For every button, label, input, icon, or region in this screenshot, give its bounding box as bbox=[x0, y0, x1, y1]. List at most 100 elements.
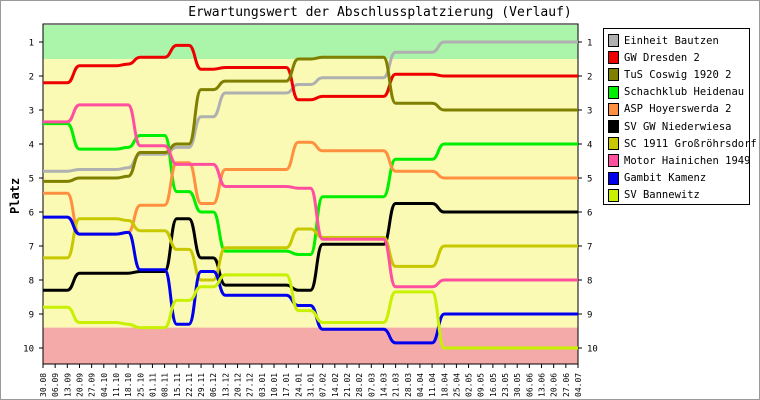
y-tick-label-right: 6 bbox=[587, 209, 592, 219]
x-tick-label: 13.06 bbox=[538, 373, 547, 397]
x-tick-label: 15.11 bbox=[173, 373, 182, 397]
x-tick-label: 13.09 bbox=[63, 373, 72, 397]
y-tick-label-right: 8 bbox=[587, 277, 592, 287]
legend-item: SC 1911 Großröhrsdorf bbox=[608, 135, 757, 152]
legend-item: TuS Coswig 1920 2 bbox=[608, 66, 749, 83]
x-tick-label: 25.10 bbox=[136, 373, 145, 397]
x-tick-label: 28.02 bbox=[355, 373, 364, 397]
x-tick-label: 30.08 bbox=[39, 373, 48, 397]
legend-swatch bbox=[608, 120, 619, 134]
x-tick-label: 03.01 bbox=[258, 373, 267, 397]
x-tick-label: 10.01 bbox=[270, 373, 279, 397]
legend-item: Einheit Bautzen bbox=[608, 32, 749, 49]
y-tick-label: 5 bbox=[29, 175, 34, 185]
x-tick-label: 18.10 bbox=[124, 373, 133, 397]
series-line-2 bbox=[42, 55, 578, 183]
x-tick-label: 24.01 bbox=[294, 373, 303, 397]
y-tick-label-right: 4 bbox=[587, 141, 592, 151]
x-tick-label: 06.12 bbox=[209, 373, 218, 397]
legend-label: Einheit Bautzen bbox=[624, 34, 719, 47]
x-tick-label: 08.11 bbox=[161, 373, 170, 397]
chart-title: Erwartungswert der Abschlussplatzierung … bbox=[188, 5, 572, 20]
x-tick-label: 28.03 bbox=[404, 373, 413, 397]
x-tick-label: 06.09 bbox=[51, 373, 60, 397]
series-line-4 bbox=[43, 140, 578, 236]
legend: Einheit Bautzen GW Dresden 2 TuS Coswig 19… bbox=[603, 28, 757, 205]
x-tick-label: 20.09 bbox=[75, 373, 84, 397]
x-tick-label: 02.05 bbox=[465, 373, 474, 397]
legend-swatch bbox=[608, 85, 619, 99]
y-tick-label: 9 bbox=[29, 311, 34, 321]
y-tick-label-right: 5 bbox=[587, 175, 592, 185]
legend-swatch bbox=[608, 171, 619, 185]
series-line-8 bbox=[43, 215, 578, 345]
series-line-0 bbox=[43, 40, 578, 173]
y-tick-label-right: 2 bbox=[587, 73, 592, 83]
x-tick-label: 18.04 bbox=[440, 373, 449, 397]
x-tick-label: 21.02 bbox=[343, 373, 352, 397]
y-tick-label: 6 bbox=[29, 209, 34, 219]
legend-label: Schachklub Heidenau bbox=[624, 86, 745, 99]
legend-item: ASP Hoyerswerda 2 bbox=[608, 101, 749, 118]
x-tick-label: 13.12 bbox=[221, 373, 230, 397]
legend-item: GW Dresden 2 bbox=[608, 49, 749, 66]
y-tick-label: 7 bbox=[29, 243, 34, 253]
y-tick-label-right: 10 bbox=[587, 345, 598, 355]
x-tick-label: 30.05 bbox=[513, 373, 522, 397]
x-tick-label: 01.11 bbox=[148, 373, 157, 397]
x-tick-label: 20.06 bbox=[550, 373, 559, 397]
legend-item: Gambit Kamenz bbox=[608, 170, 749, 187]
legend-swatch bbox=[608, 68, 619, 82]
x-tick-label: 04.04 bbox=[416, 373, 425, 397]
x-tick-label: 09.05 bbox=[477, 373, 486, 397]
legend-label: SV Bannewitz bbox=[624, 189, 700, 202]
x-tick-label: 22.11 bbox=[185, 373, 194, 397]
legend-label: GW Dresden 2 bbox=[624, 51, 700, 64]
x-tick-label: 07.02 bbox=[319, 373, 328, 397]
series-line-7 bbox=[43, 103, 578, 289]
legend-item: SV Bannewitz bbox=[608, 187, 749, 204]
x-tick-label: 31.01 bbox=[307, 373, 316, 397]
x-tick-label: 21.03 bbox=[392, 373, 401, 397]
x-tick-label: 06.06 bbox=[525, 373, 534, 397]
legend-item: SV GW Niederwiesa bbox=[608, 118, 749, 135]
legend-swatch bbox=[608, 51, 619, 65]
y-tick-label: 8 bbox=[29, 277, 34, 287]
series-line-1 bbox=[43, 43, 578, 102]
x-tick-label: 11.10 bbox=[112, 373, 121, 397]
legend-label: ASP Hoyerswerda 2 bbox=[624, 103, 732, 116]
y-tick-label: 1 bbox=[29, 39, 34, 49]
x-tick-label: 29.11 bbox=[197, 373, 206, 397]
x-tick-label: 07.03 bbox=[367, 373, 376, 397]
y-tick-label: 4 bbox=[29, 141, 34, 151]
legend-item: Schachklub Heidenau bbox=[608, 84, 749, 101]
x-tick-label: 27.12 bbox=[246, 373, 255, 397]
y-tick-label-right: 9 bbox=[587, 311, 592, 321]
x-tick-label: 14.02 bbox=[331, 373, 340, 397]
x-tick-label: 17.01 bbox=[282, 373, 291, 397]
y-tick-label: 3 bbox=[29, 107, 34, 117]
legend-swatch bbox=[608, 137, 619, 151]
x-tick-label: 04.10 bbox=[100, 373, 109, 397]
legend-label: SV GW Niederwiesa bbox=[624, 120, 732, 133]
y-tick-label-right: 1 bbox=[587, 39, 592, 49]
x-tick-label: 11.04 bbox=[428, 373, 437, 397]
series-line-9 bbox=[43, 273, 578, 350]
x-tick-label: 27.06 bbox=[562, 373, 571, 397]
y-tick-label-right: 7 bbox=[587, 243, 592, 253]
legend-swatch bbox=[608, 34, 619, 48]
zone-1 bbox=[43, 59, 578, 328]
x-tick-label: 23.05 bbox=[501, 373, 510, 397]
x-tick-label: 14.03 bbox=[379, 373, 388, 397]
legend-item: Motor Hainichen 1949 bbox=[608, 152, 751, 169]
legend-label: SC 1911 Großröhrsdorf bbox=[624, 137, 757, 150]
legend-label: Motor Hainichen 1949 bbox=[624, 154, 751, 167]
legend-label: Gambit Kamenz bbox=[624, 172, 707, 185]
x-tick-label: 27.09 bbox=[88, 373, 97, 397]
legend-swatch bbox=[608, 102, 619, 116]
legend-label: TuS Coswig 1920 2 bbox=[624, 68, 732, 81]
legend-swatch bbox=[608, 188, 619, 202]
y-tick-label-right: 3 bbox=[587, 107, 592, 117]
y-tick-label: 10 bbox=[23, 345, 34, 355]
